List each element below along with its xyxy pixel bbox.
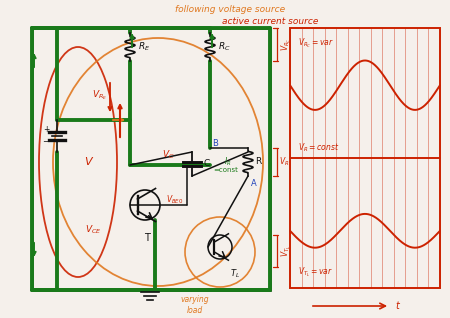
Text: V: V: [84, 157, 92, 167]
Text: active current source: active current source: [222, 17, 318, 26]
Text: $V_{R_C}=var$: $V_{R_C}=var$: [298, 36, 334, 50]
Text: C: C: [203, 160, 209, 169]
Text: $I_R$: $I_R$: [224, 156, 232, 168]
Text: −: −: [42, 137, 50, 147]
Text: $V_R=const$: $V_R=const$: [298, 142, 339, 154]
Text: +: +: [43, 126, 49, 135]
Text: $V_{T_L}$: $V_{T_L}$: [279, 245, 292, 257]
Bar: [32, 28, 270, 290]
Text: $V_{R_E}$: $V_{R_E}$: [92, 88, 108, 102]
Text: $R_C$: $R_C$: [218, 41, 231, 53]
Text: $V_R$: $V_R$: [279, 156, 289, 168]
Text: $V_{CE}$: $V_{CE}$: [85, 224, 101, 236]
Text: t: t: [395, 301, 399, 311]
Text: $V_{BE0}$: $V_{BE0}$: [166, 194, 184, 206]
Text: R: R: [255, 157, 261, 167]
Text: T: T: [144, 233, 150, 243]
Bar: [290, 28, 440, 288]
Text: $R_E$: $R_E$: [138, 41, 150, 53]
Text: $V_{R_C}$: $V_{R_C}$: [279, 38, 292, 51]
Text: A: A: [251, 179, 257, 189]
Text: B: B: [212, 139, 218, 148]
Text: =const: =const: [214, 167, 239, 173]
Text: following voltage source: following voltage source: [175, 5, 285, 15]
Text: $T_L$: $T_L$: [230, 267, 240, 280]
Text: varying
load: varying load: [181, 295, 209, 315]
Text: $V_C$: $V_C$: [162, 149, 174, 161]
Text: $V_{T_L}=var$: $V_{T_L}=var$: [298, 265, 333, 279]
